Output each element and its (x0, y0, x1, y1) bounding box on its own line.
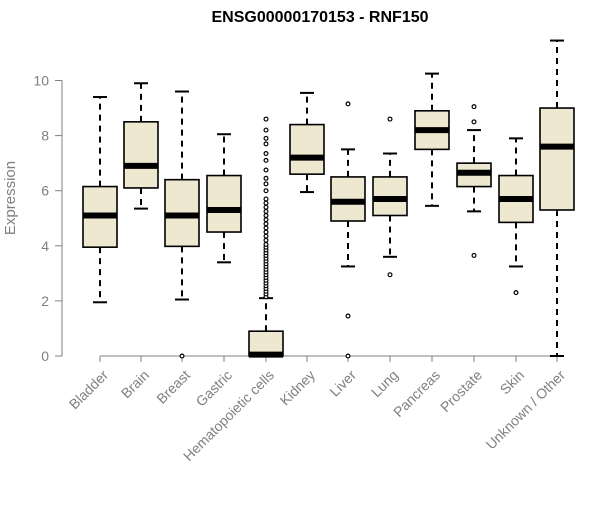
x-tick-label: Prostate (437, 367, 485, 415)
y-tick-label: 8 (41, 128, 49, 144)
box-outlier (263, 116, 269, 122)
box-outlier (263, 181, 269, 187)
box-outlier (513, 290, 519, 296)
box-outlier (263, 167, 269, 173)
box-outlier (263, 141, 269, 147)
box-outlier (179, 353, 185, 359)
box-outlier (263, 241, 269, 247)
box-outlier (471, 104, 477, 110)
y-tick-label: 2 (41, 293, 49, 309)
box-outlier (471, 119, 477, 125)
box-outlier (263, 221, 269, 227)
box-outlier (345, 101, 351, 107)
y-tick-label: 10 (33, 73, 49, 89)
box-outlier (387, 272, 393, 278)
y-tick-label: 0 (41, 348, 49, 364)
x-tick-label: Lung (368, 367, 401, 400)
box-outlier (263, 225, 269, 231)
box-outlier (263, 237, 269, 243)
box-outlier (471, 252, 477, 258)
y-tick-label: 4 (41, 238, 49, 254)
box-body (206, 174, 242, 233)
box-outlier (263, 175, 269, 181)
x-tick-label: Brain (118, 367, 152, 401)
box-outlier (345, 313, 351, 319)
y-tick-label: 6 (41, 183, 49, 199)
box-outlier (263, 208, 269, 214)
box-outlier (263, 204, 269, 210)
box-outlier (263, 217, 269, 223)
box-outlier (263, 196, 269, 202)
x-tick-label: Liver (326, 367, 359, 400)
x-tick-label: Skin (497, 367, 528, 398)
x-tick-label: Kidney (277, 367, 319, 409)
box-outlier (263, 233, 269, 239)
x-tick-label: Breast (153, 367, 193, 407)
box-outlier (263, 188, 269, 194)
box-outlier (345, 353, 351, 359)
x-tick-label: Bladder (66, 367, 112, 413)
box-body (289, 123, 325, 175)
box-outlier (263, 135, 269, 141)
box-outlier (387, 116, 393, 122)
box-outlier (263, 157, 269, 163)
x-tick-label: Pancreas (390, 367, 443, 420)
box-outlier (263, 127, 269, 133)
box-outlier (263, 229, 269, 235)
box-body (123, 121, 159, 189)
box-outlier (263, 200, 269, 206)
y-axis-label: Expression (2, 161, 19, 235)
box-outlier (263, 212, 269, 218)
box-body (539, 107, 575, 211)
box-outlier (263, 151, 269, 157)
chart-title: ENSG00000170153 - RNF150 (211, 9, 428, 26)
